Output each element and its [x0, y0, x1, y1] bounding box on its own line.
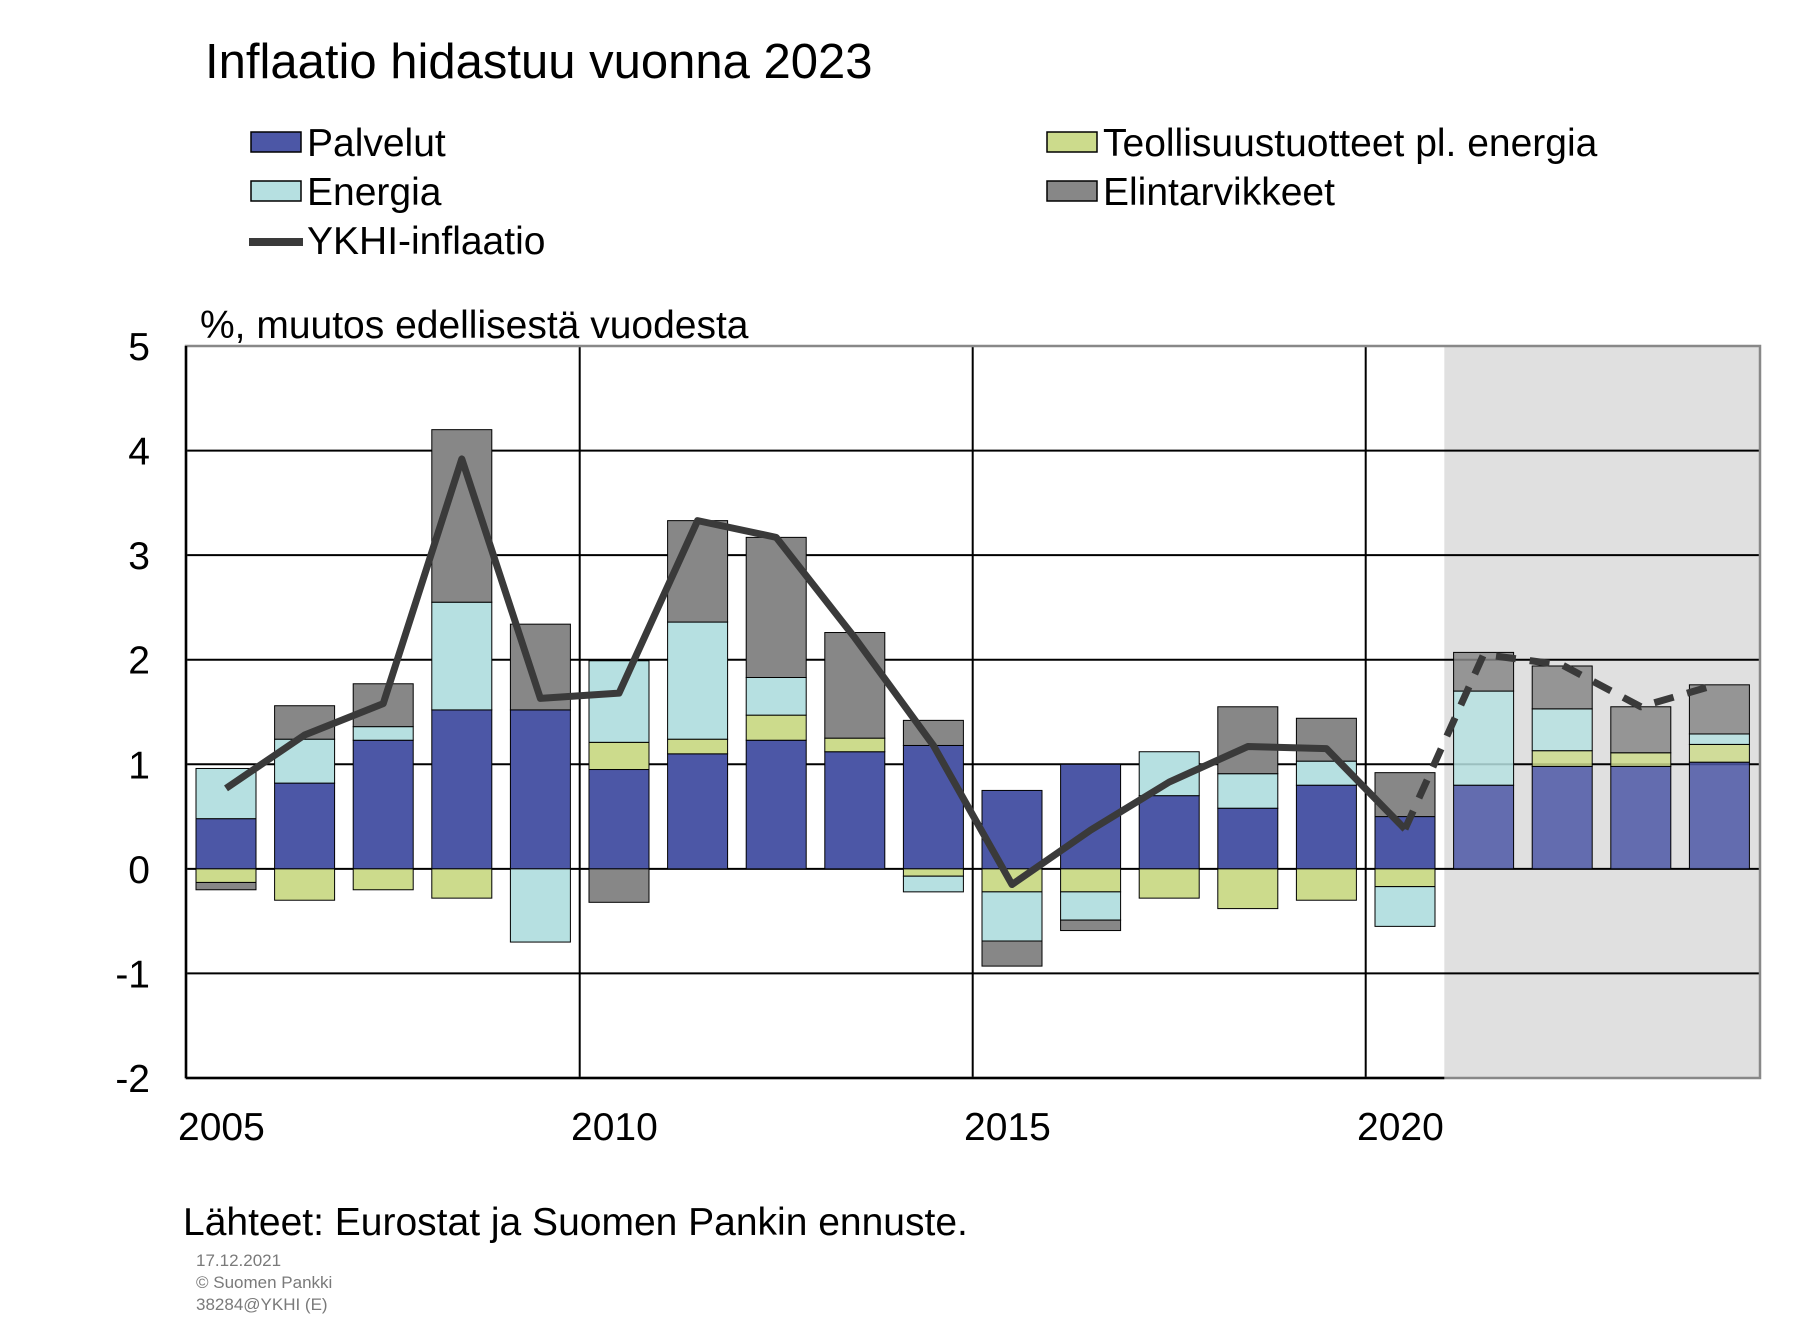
- bar-elintarvikkeet-2016: [1060, 919, 1122, 932]
- legend-label-energia: Energia: [307, 171, 442, 214]
- legend: Palvelut Energia YKHI-inflaatio Teollisu…: [249, 122, 1598, 263]
- bar-energia-2011: [667, 621, 729, 740]
- bar-teollisuustuotteet-2016: [1060, 868, 1122, 893]
- legend-label-teollisuus: Teollisuustuotteet pl. energia: [1103, 122, 1598, 165]
- bar-palvelut-2019: [1295, 784, 1357, 870]
- bar-teollisuustuotteet-2005: [195, 868, 257, 883]
- bar-teollisuustuotteet-2014: [902, 868, 964, 877]
- bar-energia-2012: [745, 676, 807, 716]
- bar-energia-2018: [1217, 773, 1279, 809]
- bar-palvelut-2008: [431, 709, 493, 870]
- bar-palvelut-2005: [195, 818, 257, 870]
- bar-energia-2008: [431, 601, 493, 711]
- bar-energia-2007: [352, 726, 414, 741]
- legend-label-elintarvikkeet: Elintarvikkeet: [1103, 171, 1335, 214]
- footer-code: 38284@YKHI (E): [196, 1295, 328, 1314]
- legend-swatch-elintarvikkeet: [1046, 180, 1098, 202]
- bar-energia-2009: [509, 868, 571, 943]
- bar-palvelut-2015: [981, 789, 1043, 870]
- bar-teollisuustuotteet-2023: [1610, 752, 1672, 767]
- bar-energia-2022: [1531, 708, 1593, 752]
- footer-date: 17.12.2021: [196, 1251, 281, 1270]
- bar-palvelut-2010: [588, 769, 650, 870]
- x-tick-label: 2010: [571, 1106, 658, 1149]
- legend-swatch-teollisuus: [1046, 131, 1098, 153]
- bar-elintarvikkeet-2005: [195, 881, 257, 891]
- source-note: Lähteet: Eurostat ja Suomen Pankin ennus…: [183, 1201, 968, 1244]
- bar-palvelut-2011: [667, 753, 729, 870]
- bar-teollisuustuotteet-2019: [1295, 868, 1357, 901]
- bar-teollisuustuotteet-2017: [1138, 868, 1200, 899]
- bar-elintarvikkeet-2012: [745, 536, 807, 678]
- y-tick-label: -1: [115, 953, 150, 996]
- bar-teollisuustuotteet-2008: [431, 868, 493, 899]
- plot-area: 5 4 3 2 1 0 -1 -2 2005 2010 2015 2020: [115, 326, 1762, 1149]
- ykhi-line-actual: [224, 455, 1408, 889]
- x-tick-label: 2005: [178, 1106, 265, 1149]
- y-tick-label: -2: [115, 1058, 150, 1101]
- bar-palvelut-2023: [1610, 765, 1672, 870]
- bar-teollisuustuotteet-2013: [824, 737, 886, 753]
- bar-energia-2014: [902, 875, 964, 893]
- bar-elintarvikkeet-2015: [981, 940, 1043, 967]
- bar-elintarvikkeet-2010: [588, 868, 650, 903]
- bar-palvelut-2018: [1217, 807, 1279, 870]
- y-tick-label: 1: [128, 744, 150, 787]
- bar-palvelut-2013: [824, 751, 886, 870]
- x-tick-label: 2020: [1357, 1106, 1444, 1149]
- footer-copyright: © Suomen Pankki: [196, 1273, 332, 1292]
- bar-palvelut-2016: [1060, 763, 1122, 870]
- y-tick-label: 0: [128, 849, 150, 892]
- bar-palvelut-2021: [1453, 784, 1515, 870]
- bar-palvelut-2022: [1531, 765, 1593, 870]
- ykhi-line-forecast: [1401, 650, 1721, 831]
- bar-energia-2020: [1374, 886, 1436, 927]
- y-tick-label: 3: [128, 535, 150, 578]
- bar-palvelut-2024: [1688, 761, 1750, 870]
- bar-energia-2005: [195, 767, 257, 820]
- y-tick-label: 4: [128, 431, 150, 474]
- bar-elintarvikkeet-2013: [824, 632, 886, 739]
- legend-label-palvelut: Palvelut: [307, 122, 446, 165]
- y-tick-label: 5: [128, 326, 150, 369]
- chart-title: Inflaatio hidastuu vuonna 2023: [205, 35, 872, 89]
- bar-palvelut-2017: [1138, 795, 1200, 870]
- y-tick-label: 2: [128, 640, 150, 683]
- bar-palvelut-2009: [509, 709, 571, 870]
- bar-palvelut-2014: [902, 744, 964, 870]
- bar-elintarvikkeet-2022: [1531, 665, 1593, 710]
- bar-energia-2010: [588, 660, 650, 743]
- bar-palvelut-2007: [352, 739, 414, 870]
- bar-teollisuustuotteet-2007: [352, 868, 414, 891]
- bar-teollisuustuotteet-2012: [745, 714, 807, 741]
- bar-elintarvikkeet-2019: [1295, 717, 1357, 762]
- bar-teollisuustuotteet-2006: [274, 868, 336, 901]
- legend-swatch-energia: [250, 180, 302, 202]
- y-axis-unit-label: %, muutos edellisestä vuodesta: [200, 304, 749, 347]
- bar-energia-2024: [1688, 733, 1750, 745]
- bar-palvelut-2006: [274, 782, 336, 870]
- bar-teollisuustuotteet-2018: [1217, 868, 1279, 910]
- bar-elintarvikkeet-2023: [1610, 706, 1672, 754]
- bar-teollisuustuotteet-2010: [588, 741, 650, 771]
- bar-elintarvikkeet-2018: [1217, 706, 1279, 775]
- x-tick-label: 2015: [964, 1106, 1051, 1149]
- bar-teollisuustuotteet-2022: [1531, 750, 1593, 767]
- legend-label-ykhi: YKHI-inflaatio: [307, 220, 545, 263]
- bar-palvelut-2012: [745, 739, 807, 870]
- bar-teollisuustuotteet-2011: [667, 738, 729, 755]
- bar-energia-2015: [981, 891, 1043, 942]
- bar-energia-2021: [1453, 690, 1515, 786]
- bar-teollisuustuotteet-2020: [1374, 868, 1436, 888]
- bar-teollisuustuotteet-2024: [1688, 743, 1750, 763]
- bar-energia-2016: [1060, 891, 1122, 921]
- legend-swatch-palvelut: [250, 131, 302, 153]
